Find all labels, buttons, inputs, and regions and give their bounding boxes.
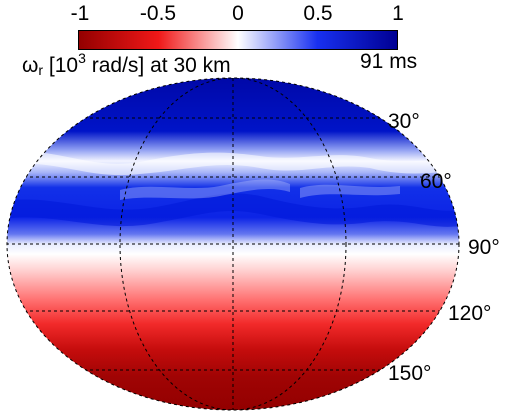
map-title: ωr [103 rad/s] at 30 km [22,50,231,78]
light-blue-swirl [120,179,290,200]
latitude-label-150: 150° [388,362,432,385]
title-superscript: 3 [78,50,86,66]
map-outline [6,77,460,411]
latitude-label-30: 30° [388,110,420,133]
latitude-label-60: 60° [420,170,452,193]
title-before-sup: [10 [43,54,79,77]
dark-blue-band [10,193,459,227]
map-features [10,151,459,227]
time-label: 91 ms [360,50,418,73]
latitude-label-90: 90° [468,236,500,259]
meridian-ellipse [119,78,347,410]
colorbar-tick-label: 1 [392,2,404,25]
title-subscript: r [38,62,44,78]
title-symbol: ω [22,54,39,77]
colorbar-fill [79,31,397,49]
title-after-sup: rad/s] at 30 km [85,54,231,77]
colorbar-tick-label: 0.5 [303,2,333,25]
latitude-label-120: 120° [448,302,492,325]
light-blue-swirl [300,184,400,198]
white-streak-band [10,151,459,176]
colorbar-tick-label: -0.5 [139,2,177,25]
colorbar-tick-label: -1 [70,2,90,25]
colorbar-tick-label: 0 [232,2,244,25]
